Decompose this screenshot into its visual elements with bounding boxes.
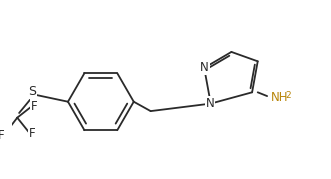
Text: N: N (200, 61, 209, 74)
Text: N: N (206, 97, 214, 110)
Text: F: F (0, 129, 5, 142)
Text: 2: 2 (285, 91, 291, 100)
Text: F: F (29, 127, 36, 140)
Text: NH: NH (271, 91, 288, 103)
Text: S: S (28, 85, 36, 98)
Text: F: F (31, 100, 37, 113)
